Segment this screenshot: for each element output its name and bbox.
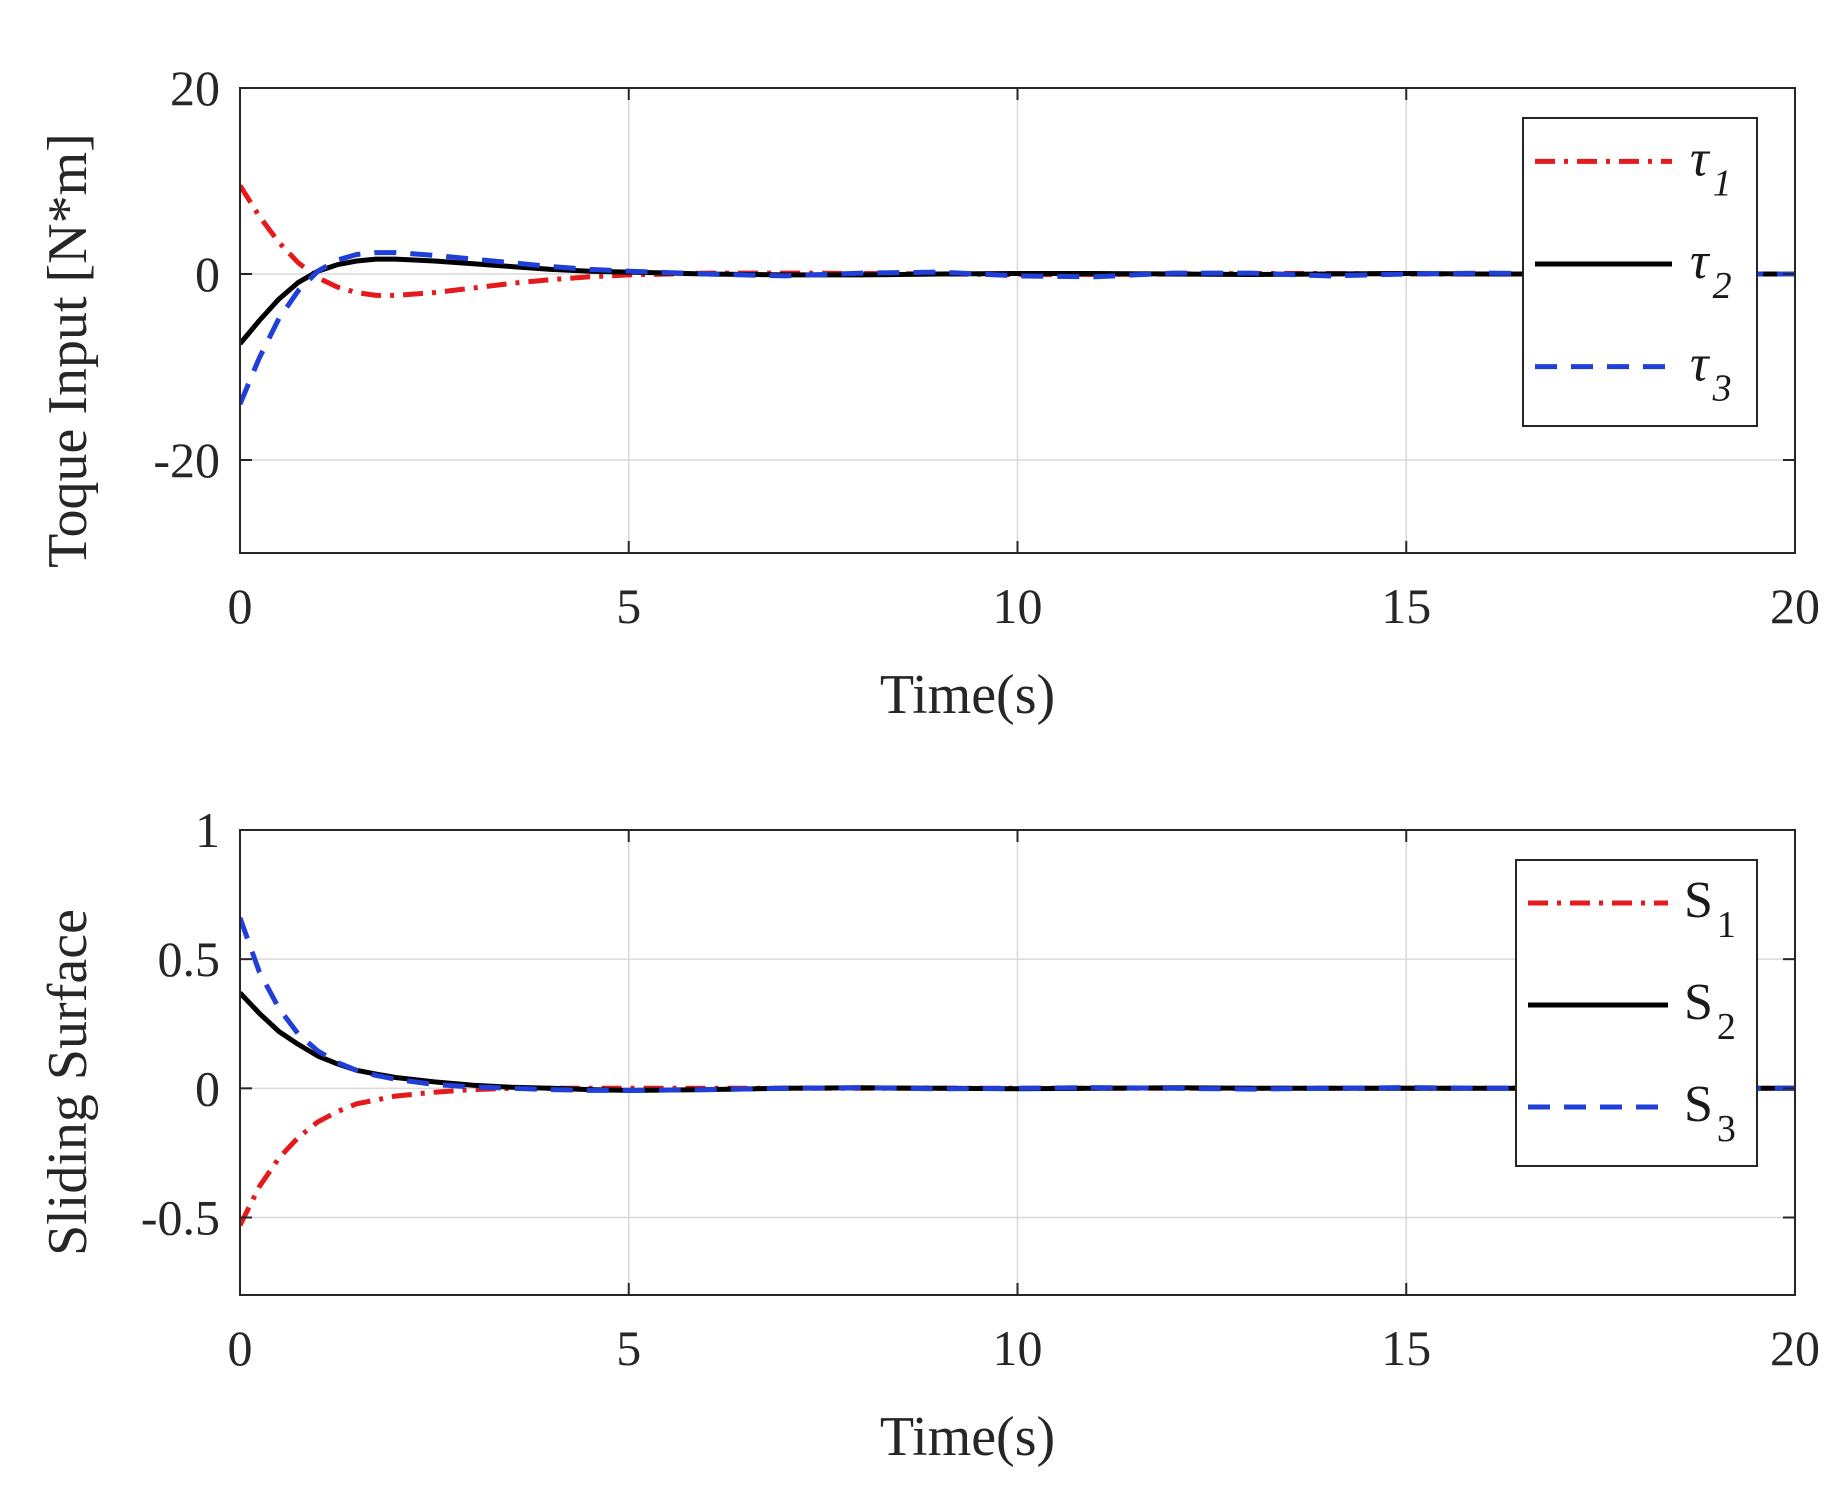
sliding-series [240, 916, 1795, 1227]
sliding-y-tick-label: 1 [195, 802, 220, 858]
sliding-y-tick-label: 0.5 [158, 931, 221, 987]
torque-y-axis-label: Toque Input [N*m] [37, 133, 99, 568]
torque-series-line-3 [240, 250, 1795, 406]
sliding-legend-symbol: S [1684, 1076, 1713, 1133]
torque-x-tick-label: 20 [1770, 578, 1820, 634]
sliding-series-line-3 [240, 916, 1795, 1093]
sliding-x-axis-label: Time(s) [880, 1406, 1055, 1468]
sliding-x-tick-label: 20 [1770, 1320, 1820, 1376]
torque-legend-subscript: 2 [1713, 265, 1732, 307]
torque-x-tick-label: 10 [993, 578, 1043, 634]
torque-legend-box [1522, 117, 1758, 427]
torque-legend-symbol: τ [1690, 336, 1711, 393]
sliding-x-tick-label: 5 [616, 1320, 641, 1376]
sliding-tick-labels: 0 5 10 15 20 -0.5 0 0.5 1 [141, 802, 1820, 1376]
sliding-legend-box [1515, 859, 1758, 1167]
torque-x-axis-label: Time(s) [880, 664, 1055, 726]
sliding-surface-plot: 0 5 10 15 20 -0.5 0 0.5 1 Time(s) Sliding Surfac… [37, 802, 1820, 1468]
sliding-x-tick-label: 10 [993, 1320, 1043, 1376]
torque-x-tick-label: 5 [616, 578, 641, 634]
torque-x-tick-label: 15 [1381, 578, 1431, 634]
sliding-legend-subscript: 2 [1717, 1006, 1736, 1048]
sliding-legend: S 1S 2S 3 [1515, 859, 1758, 1167]
sliding-y-tick-label: -0.5 [141, 1190, 220, 1246]
torque-input-plot: 0 5 10 15 20 -20 0 20 Time(s) Toque Input [N*m]… [37, 60, 1820, 726]
sliding-legend-symbol: S [1684, 872, 1713, 929]
torque-y-tick-label: 20 [170, 60, 220, 116]
sliding-legend-symbol: S [1684, 974, 1713, 1031]
torque-series [240, 184, 1795, 406]
sliding-y-axis-label: Sliding Surface [37, 909, 99, 1256]
torque-tick-labels: 0 5 10 15 20 -20 0 20 [153, 60, 1820, 634]
torque-y-tick-label: -20 [153, 432, 220, 488]
sliding-x-tick-label: 15 [1381, 1320, 1431, 1376]
torque-legend-subscript: 1 [1713, 162, 1732, 204]
sliding-legend-subscript: 3 [1717, 1108, 1736, 1150]
torque-legend: τ 1τ 2τ 3 [1522, 117, 1758, 427]
sliding-legend-subscript: 1 [1717, 904, 1736, 946]
torque-legend-symbol: τ [1690, 233, 1711, 290]
sliding-x-tick-label: 0 [228, 1320, 253, 1376]
torque-legend-subscript: 3 [1712, 368, 1732, 410]
torque-legend-symbol: τ [1690, 130, 1711, 187]
sliding-y-tick-label: 0 [195, 1060, 220, 1116]
torque-x-tick-label: 0 [228, 578, 253, 634]
torque-y-tick-label: 0 [195, 246, 220, 302]
